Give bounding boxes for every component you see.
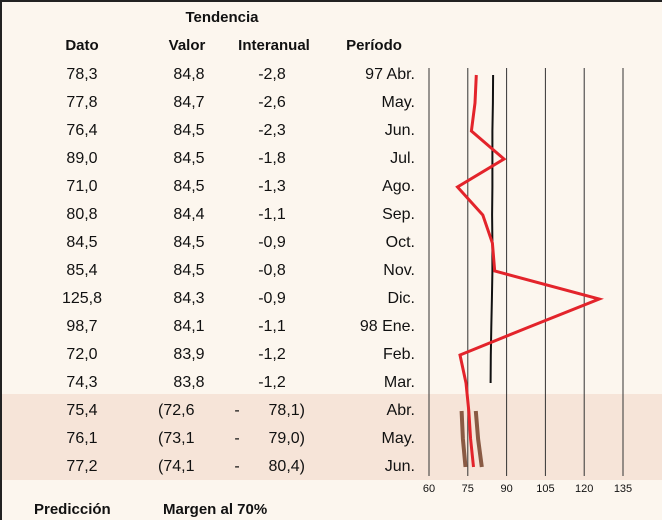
margin-upper: 78,1) [269, 402, 305, 419]
interanual-cell: -1,1 [258, 206, 286, 223]
valor-cell: 84,1 [173, 318, 204, 335]
valor-cell: 84,7 [173, 94, 204, 111]
interanual-cell: -0,9 [258, 234, 286, 251]
period-label: Feb. [383, 346, 415, 363]
period-label: Dic. [387, 290, 415, 307]
dato-cell: 71,0 [66, 178, 97, 195]
dato-cell: 80,8 [66, 206, 97, 223]
interanual-cell: -1,8 [258, 150, 286, 167]
interanual-cell: -1,2 [258, 374, 286, 391]
valor-cell: 84,5 [173, 234, 204, 251]
valor-cell: 84,4 [173, 206, 204, 223]
interanual-cell: -1,2 [258, 346, 286, 363]
data-line [455, 74, 604, 468]
column-header: Dato [65, 37, 98, 54]
margin-lower: (73,1 [158, 430, 195, 447]
period-label: May. [382, 430, 415, 447]
dato-cell: 72,0 [66, 346, 97, 363]
valor-cell: 83,9 [173, 346, 204, 363]
margin-lower: (74,1 [158, 458, 195, 475]
period-label: 98 Ene. [360, 318, 415, 335]
valor-cell: 84,3 [173, 290, 204, 307]
valor-cell: 84,8 [173, 66, 204, 83]
period-label: Jun. [385, 122, 415, 139]
dato-cell: 125,8 [62, 290, 102, 307]
x-tick-label: 60 [423, 483, 435, 495]
prediction-band [0, 394, 662, 480]
x-tick-label: 105 [536, 483, 554, 495]
dato-cell: 77,8 [66, 94, 97, 111]
valor-cell: 84,5 [173, 150, 204, 167]
footer: Margen al 70% [163, 501, 267, 518]
margin-lower-line [459, 410, 468, 468]
group-header: Tendencia [185, 9, 259, 26]
interanual-cell: -0,9 [258, 290, 286, 307]
x-tick-label: 75 [462, 483, 474, 495]
interanual-cell: -1,1 [258, 318, 286, 335]
x-tick-label: 120 [575, 483, 593, 495]
period-label: Jun. [385, 458, 415, 475]
margin-upper-line [473, 410, 484, 468]
period-label: Mar. [384, 374, 415, 391]
x-tick-label: 90 [500, 483, 512, 495]
period-label: Jul. [390, 150, 415, 167]
footer: Predicción [34, 501, 111, 518]
period-label: Nov. [383, 262, 415, 279]
margin-sep: - [234, 402, 239, 419]
period-label: Sep. [382, 206, 415, 223]
dato-cell: 78,3 [66, 66, 97, 83]
interanual-cell: -2,6 [258, 94, 286, 111]
interanual-cell: -2,3 [258, 122, 286, 139]
period-label: Abr. [387, 402, 415, 419]
valor-cell: 84,5 [173, 262, 204, 279]
column-header: Período [346, 37, 402, 54]
valor-cell: 84,5 [173, 178, 204, 195]
dato-cell: 76,1 [66, 430, 97, 447]
period-label: Ago. [382, 178, 415, 195]
period-label: May. [382, 94, 415, 111]
interanual-cell: -0,8 [258, 262, 286, 279]
dato-cell: 89,0 [66, 150, 97, 167]
margin-upper: 79,0) [269, 430, 305, 447]
trend-line [489, 74, 495, 384]
valor-cell: 83,8 [173, 374, 204, 391]
x-tick-label: 135 [614, 483, 632, 495]
margin-upper: 80,4) [269, 458, 305, 475]
column-header: Valor [169, 37, 206, 54]
dato-cell: 85,4 [66, 262, 97, 279]
valor-cell: 84,5 [173, 122, 204, 139]
margin-sep: - [234, 430, 239, 447]
dato-cell: 75,4 [66, 402, 97, 419]
period-label: 97 Abr. [365, 66, 415, 83]
margin-sep: - [234, 458, 239, 475]
dato-cell: 98,7 [66, 318, 97, 335]
dato-cell: 77,2 [66, 458, 97, 475]
dato-cell: 84,5 [66, 234, 97, 251]
dato-cell: 74,3 [66, 374, 97, 391]
margin-lower: (72,6 [158, 402, 195, 419]
column-header: Interanual [238, 37, 310, 54]
dato-cell: 76,4 [66, 122, 97, 139]
interanual-cell: -2,8 [258, 66, 286, 83]
interanual-cell: -1,3 [258, 178, 286, 195]
period-label: Oct. [386, 234, 415, 251]
